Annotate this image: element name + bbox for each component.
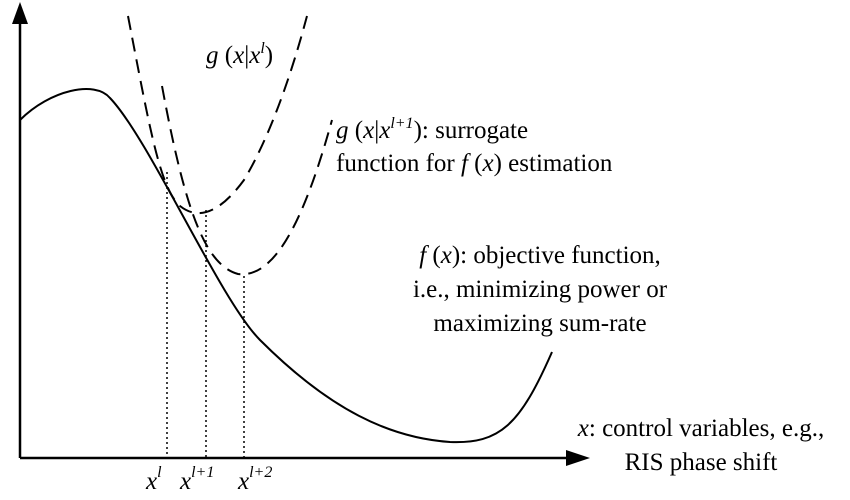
objective-label: f (x): objective function, (419, 242, 661, 269)
objective-description-2: maximizing sum-rate (433, 310, 646, 337)
surrogate-l1-label: g (x|xl+1): surrogate (336, 115, 528, 144)
surrogate-curve-l1 (161, 85, 333, 276)
tick-label-xl2: xl+2 (237, 464, 272, 495)
control-variables-description: RIS phase shift (625, 449, 778, 476)
x-axis-arrowhead-icon (566, 450, 590, 466)
surrogate-curve-l (127, 15, 308, 215)
tick-label-xl1: xl+1 (179, 464, 214, 495)
control-variables-label: x: control variables, e.g., (577, 415, 824, 442)
surrogate-l-label: g (x|xl) (206, 40, 273, 69)
objective-function-curve (19, 88, 553, 444)
tick-label-xl: xl (145, 464, 162, 495)
surrogate-l1-description: function for f (x) estimation (336, 150, 613, 177)
y-axis-arrowhead-icon (12, 2, 28, 24)
objective-description-1: i.e., minimizing power or (413, 276, 668, 303)
